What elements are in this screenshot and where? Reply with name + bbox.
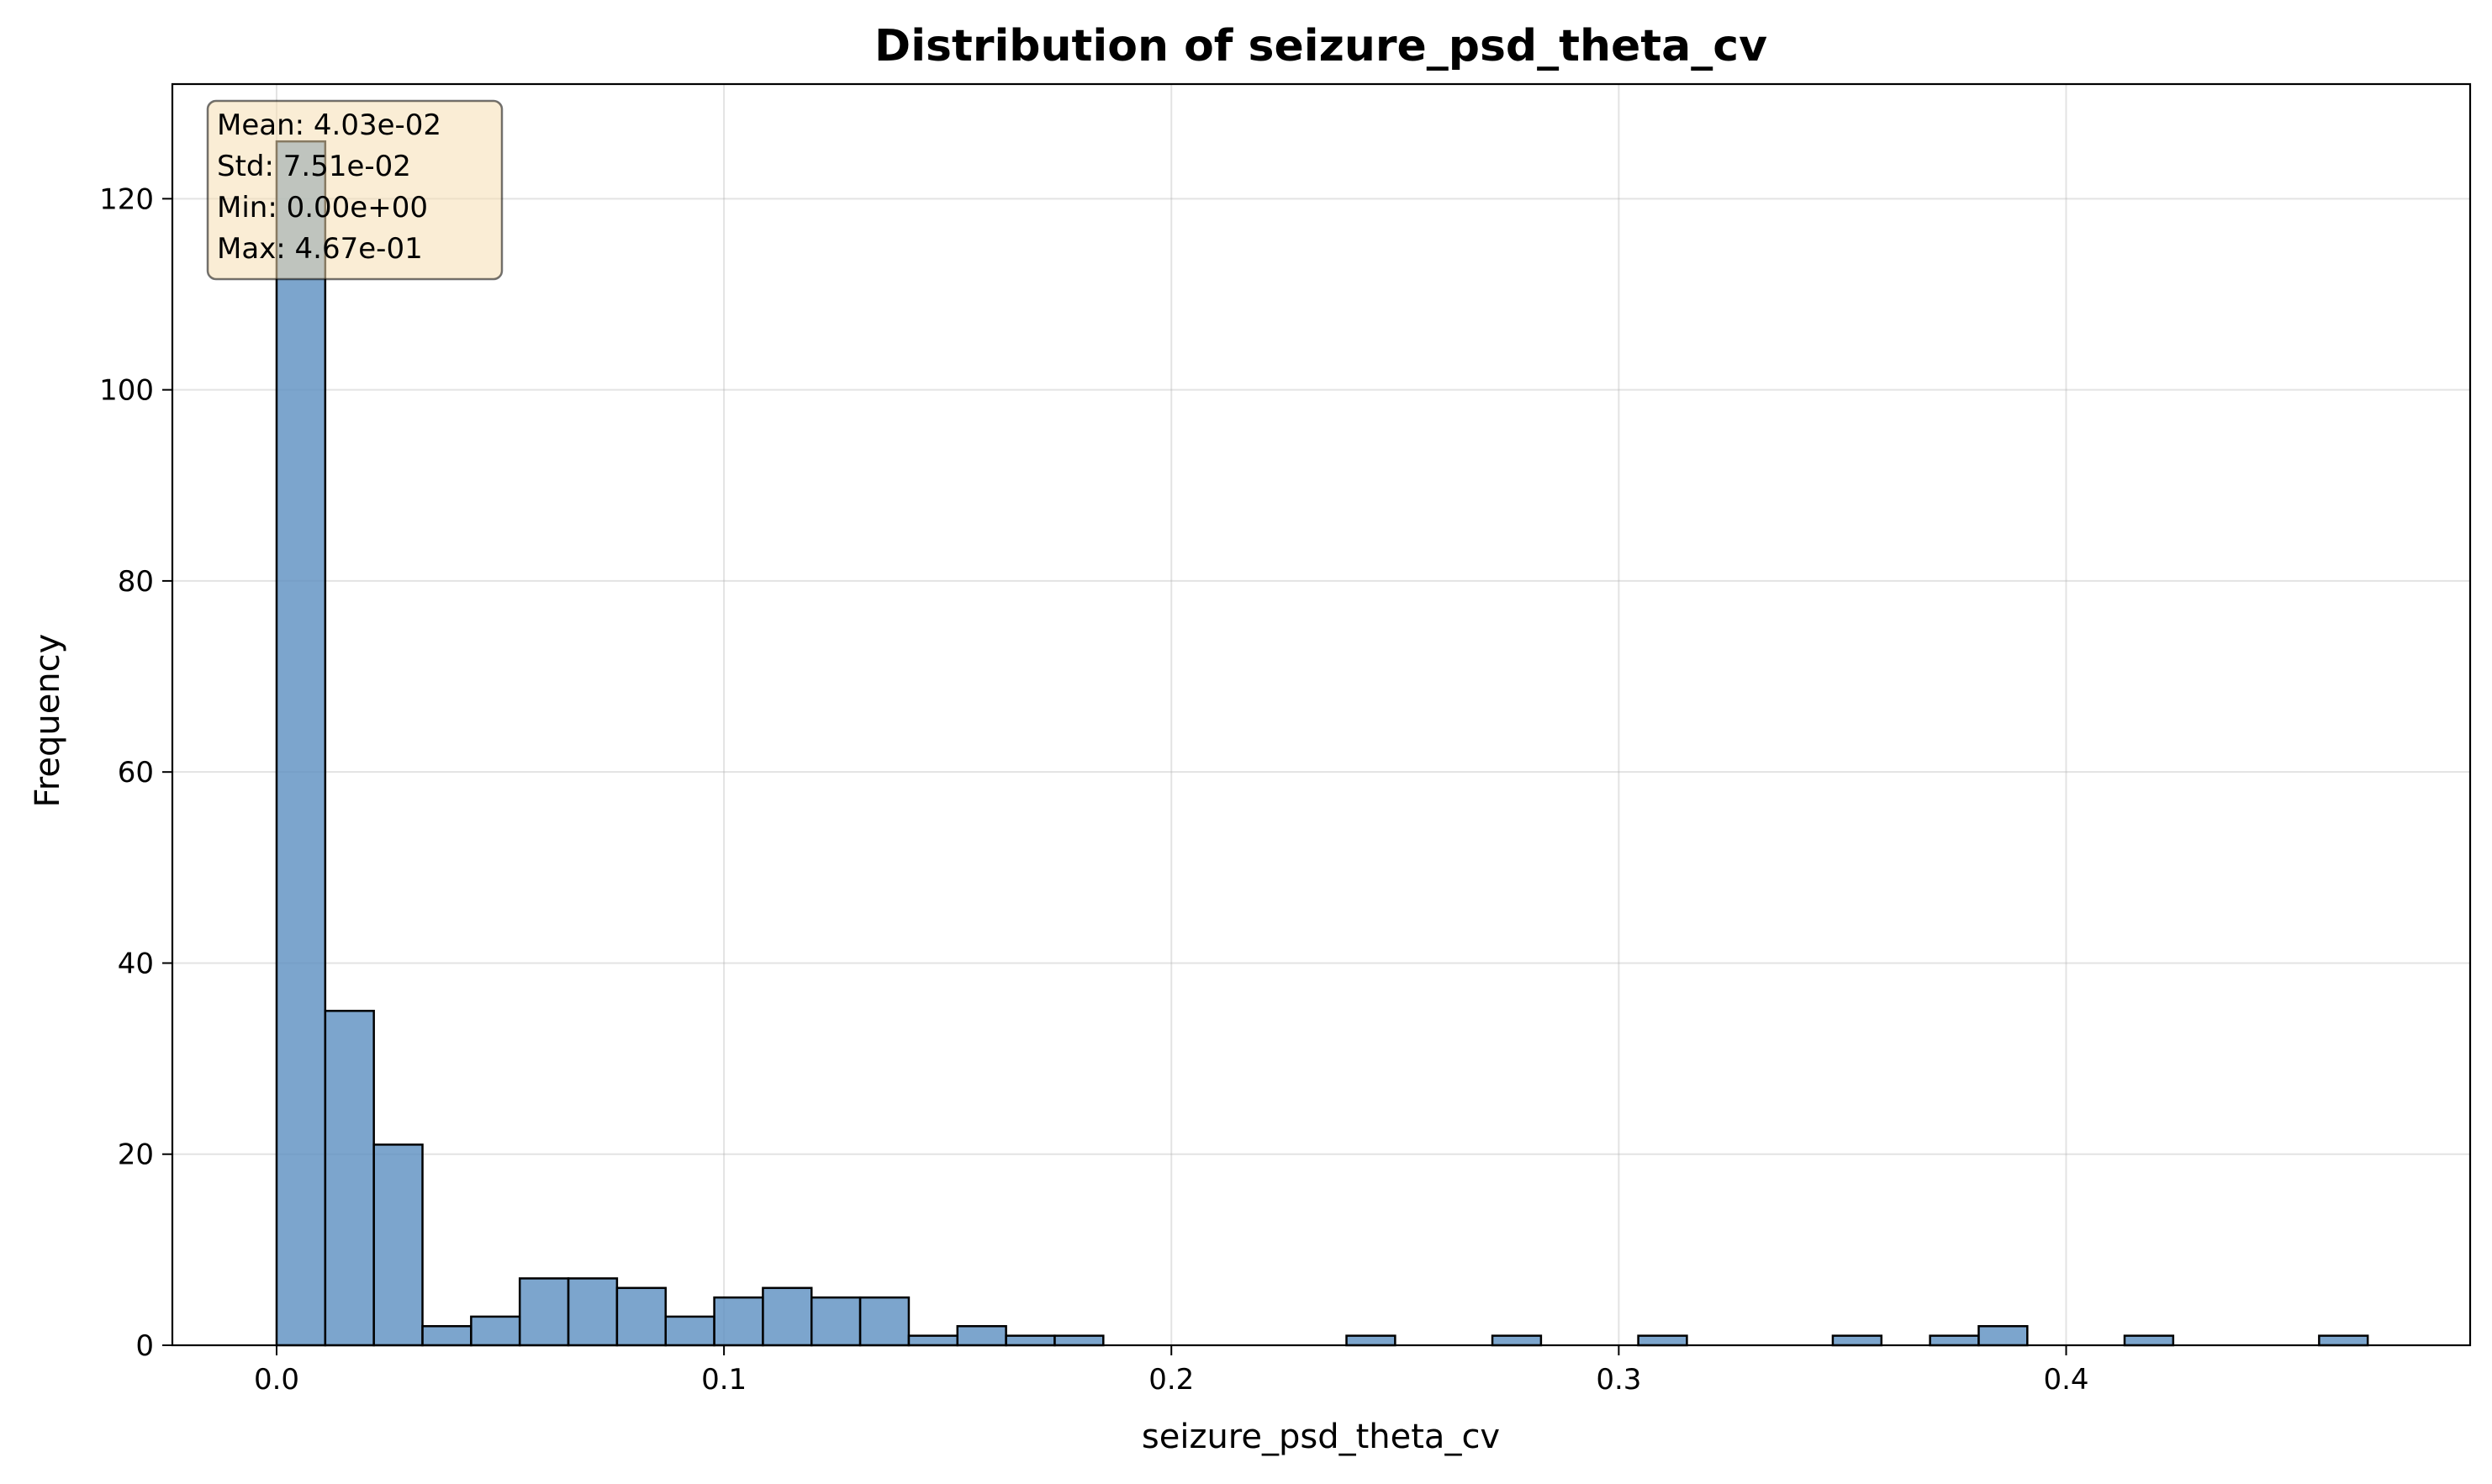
histogram-bar [518,1277,570,1347]
histogram-bar [1005,1334,1056,1347]
y-tick-label: 40 [118,947,154,980]
histogram-bar [2318,1334,2369,1347]
stats-box: Mean: 4.03e-02 Std: 7.51e-02 Min: 0.00e+00… [206,99,504,281]
y-tick-label: 120 [99,182,154,216]
histogram-bar [615,1286,667,1347]
stats-line: Mean: 4.03e-02 [217,108,441,142]
histogram-bar [1929,1334,1980,1347]
plot-frame [171,82,2472,1347]
histogram-bar [858,1296,911,1347]
y-tick-label: 0 [135,1329,154,1363]
histogram-bar [1491,1334,1543,1347]
histogram-bar [762,1286,813,1347]
histogram-bar [664,1315,715,1347]
histogram-bar [713,1296,764,1347]
stats-line: Max: 4.67e-01 [217,232,423,266]
histogram-bar [810,1296,862,1347]
histogram-bar [275,140,327,1347]
histogram-bar [324,1010,375,1347]
histogram-bar [1637,1334,1688,1347]
histogram-bar [1831,1334,1883,1347]
histogram-bar [1977,1325,2029,1347]
stats-line: Min: 0.00e+00 [217,191,428,224]
histogram-bar [956,1325,1007,1347]
histogram-bar [372,1143,424,1347]
x-tick-label: 0.4 [2043,1363,2088,1397]
y-tick-label: 20 [118,1138,154,1172]
chart-title: Distribution of seizure_psd_theta_cv [874,21,1767,71]
histogram-bars [275,140,2369,1347]
axis-ticks: 0.0 0.1 0.2 0.3 0.4 0 20 40 60 80 100 120 [99,182,2088,1397]
histogram-bar [567,1277,619,1347]
stats-box-background [206,99,504,281]
y-tick-label: 80 [118,565,154,599]
histogram-bar [421,1325,473,1347]
stats-box-text: Mean: 4.03e-02 Std: 7.51e-02 Min: 0.00e+00… [217,108,441,266]
x-tick-label: 0.1 [701,1363,747,1397]
x-tick-label: 0.0 [254,1363,299,1397]
stats-line: Std: 7.51e-02 [217,150,411,183]
histogram-bar [470,1315,521,1347]
histogram-bar [907,1334,959,1347]
y-tick-label: 60 [118,756,154,790]
y-axis-title: Frequency [29,634,67,808]
histogram-bar [2123,1334,2175,1347]
x-axis-title: seizure_psd_theta_cv [1142,1418,1500,1456]
x-tick-label: 0.2 [1148,1363,1194,1397]
histogram-bar [1345,1334,1396,1347]
y-tick-label: 100 [99,374,154,408]
grid-lines [172,84,2470,1346]
histogram-bar [1053,1334,1105,1347]
x-tick-label: 0.3 [1596,1363,1641,1397]
